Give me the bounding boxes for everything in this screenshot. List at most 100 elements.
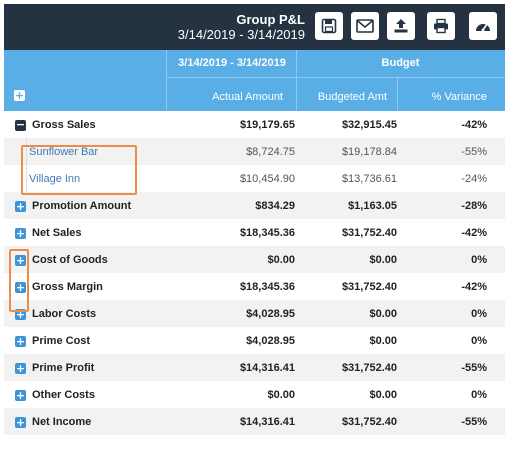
- actual-amount-cell: $0.00: [267, 389, 295, 401]
- table-row: − Gross Sales $19,179.65 $32,915.45 -42%: [4, 111, 505, 138]
- dashboard-button[interactable]: [469, 12, 497, 40]
- table-row: + Labor Costs $4,028.95 $0.00 0%: [4, 300, 505, 327]
- budgeted-amt-cell: $19,178.84: [341, 146, 397, 158]
- report-title: Group P&L: [236, 12, 305, 27]
- row-label[interactable]: Village Inn: [29, 173, 80, 185]
- table-row: Village Inn $10,454.90 $13,736.61 -24%: [4, 165, 505, 192]
- actual-amount-cell: $14,316.41: [239, 416, 295, 428]
- table-row: + Promotion Amount $834.29 $1,163.05 -28…: [4, 192, 505, 219]
- budget-column-header: Budget: [381, 57, 420, 69]
- table-row: + Prime Cost $4,028.95 $0.00 0%: [4, 327, 505, 354]
- row-label: + Labor Costs: [15, 308, 96, 320]
- actual-amount-cell: $18,345.36: [239, 227, 295, 239]
- expand-plus-icon[interactable]: +: [15, 253, 26, 267]
- row-label: + Net Sales: [15, 227, 82, 239]
- row-label: + Gross Margin: [15, 281, 103, 293]
- variance-cell: -28%: [461, 200, 487, 212]
- variance-cell: 0%: [471, 254, 487, 266]
- printer-icon: [434, 18, 448, 34]
- budgeted-amt-cell: $31,752.40: [341, 281, 397, 293]
- variance-cell: -42%: [461, 281, 487, 293]
- row-label-text: Gross Margin: [32, 281, 103, 293]
- variance-cell: 0%: [471, 335, 487, 347]
- save-button[interactable]: [315, 12, 343, 40]
- actual-amount-cell: $834.29: [255, 200, 295, 212]
- table-row: + Gross Margin $18,345.36 $31,752.40 -42…: [4, 273, 505, 300]
- export-button[interactable]: [387, 12, 415, 40]
- indent-divider: [26, 165, 27, 192]
- header-divider: [296, 50, 297, 111]
- gauge-icon: [476, 23, 490, 32]
- budgeted-amt-cell: $32,915.45: [341, 119, 397, 131]
- actual-amount-cell: $4,028.95: [246, 308, 295, 320]
- expand-plus-icon[interactable]: +: [15, 415, 26, 429]
- table-row: + Prime Profit $14,316.41 $31,752.40 -55…: [4, 354, 505, 381]
- expand-plus-icon[interactable]: +: [15, 280, 26, 294]
- row-label-text: Labor Costs: [32, 308, 97, 320]
- variance-cell: 0%: [471, 308, 487, 320]
- row-label: + Prime Cost: [15, 335, 90, 347]
- budgeted-amt-cell: $31,752.40: [341, 227, 397, 239]
- row-label-text[interactable]: Sunflower Bar: [29, 146, 99, 158]
- row-label-text: Net Sales: [32, 227, 82, 239]
- annotation-highlight-expand-buttons: [9, 249, 29, 312]
- row-label: + Cost of Goods: [15, 254, 108, 266]
- row-label[interactable]: Sunflower Bar: [29, 146, 98, 158]
- expand-plus-icon[interactable]: +: [15, 226, 26, 240]
- report-date-range: 3/14/2019 - 3/14/2019: [177, 27, 305, 42]
- actual-amount-cell: $10,454.90: [239, 173, 295, 185]
- period-column-header: 3/14/2019 - 3/14/2019: [178, 57, 286, 69]
- variance-column-header[interactable]: % Variance: [431, 91, 487, 103]
- report-rows: − Gross Sales $19,179.65 $32,915.45 -42%…: [4, 111, 505, 435]
- print-button[interactable]: [427, 12, 455, 40]
- email-button[interactable]: [351, 12, 379, 40]
- budgeted-amt-column-header[interactable]: Budgeted Amt: [317, 91, 387, 103]
- envelope-icon: [356, 19, 374, 33]
- variance-cell: -24%: [461, 173, 487, 185]
- collapse-minus-icon[interactable]: −: [15, 117, 26, 131]
- row-label-text: Net Income: [32, 416, 92, 428]
- actual-amount-cell: $8,724.75: [246, 146, 295, 158]
- variance-cell: -55%: [461, 146, 487, 158]
- row-label: + Prime Profit: [15, 362, 94, 374]
- header-divider: [166, 50, 167, 111]
- row-label-text: Prime Profit: [32, 362, 95, 374]
- budgeted-amt-cell: $0.00: [369, 335, 397, 347]
- budgeted-amt-cell: $1,163.05: [348, 200, 397, 212]
- actual-amount-cell: $0.00: [267, 254, 295, 266]
- budgeted-amt-cell: $0.00: [369, 308, 397, 320]
- row-label-text: Prime Cost: [32, 335, 91, 347]
- table-row: + Other Costs $0.00 $0.00 0%: [4, 381, 505, 408]
- header-divider: [166, 77, 505, 78]
- report-title-block: Group P&L 3/14/2019 - 3/14/2019: [178, 12, 305, 42]
- variance-cell: -42%: [461, 227, 487, 239]
- variance-cell: 0%: [471, 389, 487, 401]
- expand-plus-icon[interactable]: +: [15, 361, 26, 375]
- actual-amount-cell: $4,028.95: [246, 335, 295, 347]
- expand-plus-icon[interactable]: +: [15, 307, 26, 321]
- expand-plus-icon[interactable]: +: [15, 388, 26, 402]
- budgeted-amt-cell: $13,736.61: [341, 173, 397, 185]
- annotation-highlight-sub-items: [21, 145, 137, 195]
- row-label: − Gross Sales: [15, 119, 96, 131]
- report-toolbar: Group P&L 3/14/2019 - 3/14/2019: [4, 4, 505, 50]
- expand-all-plus-icon[interactable]: +: [14, 89, 25, 102]
- budgeted-amt-cell: $0.00: [369, 254, 397, 266]
- row-label-text: Other Costs: [32, 389, 95, 401]
- expand-plus-icon[interactable]: +: [15, 199, 26, 213]
- budgeted-amt-cell: $0.00: [369, 389, 397, 401]
- row-label-text: Cost of Goods: [32, 254, 108, 266]
- indent-divider: [26, 138, 27, 165]
- header-divider: [397, 78, 398, 111]
- actual-amount-column-header[interactable]: Actual Amount: [212, 91, 283, 103]
- table-row: + Cost of Goods $0.00 $0.00 0%: [4, 246, 505, 273]
- row-label: + Promotion Amount: [15, 200, 131, 212]
- budgeted-amt-cell: $31,752.40: [341, 362, 397, 374]
- row-label-text: Gross Sales: [32, 119, 96, 131]
- save-icon: [321, 18, 337, 34]
- row-label: + Net Income: [15, 416, 91, 428]
- upload-icon: [394, 19, 408, 33]
- variance-cell: -55%: [461, 362, 487, 374]
- expand-plus-icon[interactable]: +: [15, 334, 26, 348]
- row-label-text[interactable]: Village Inn: [29, 173, 81, 185]
